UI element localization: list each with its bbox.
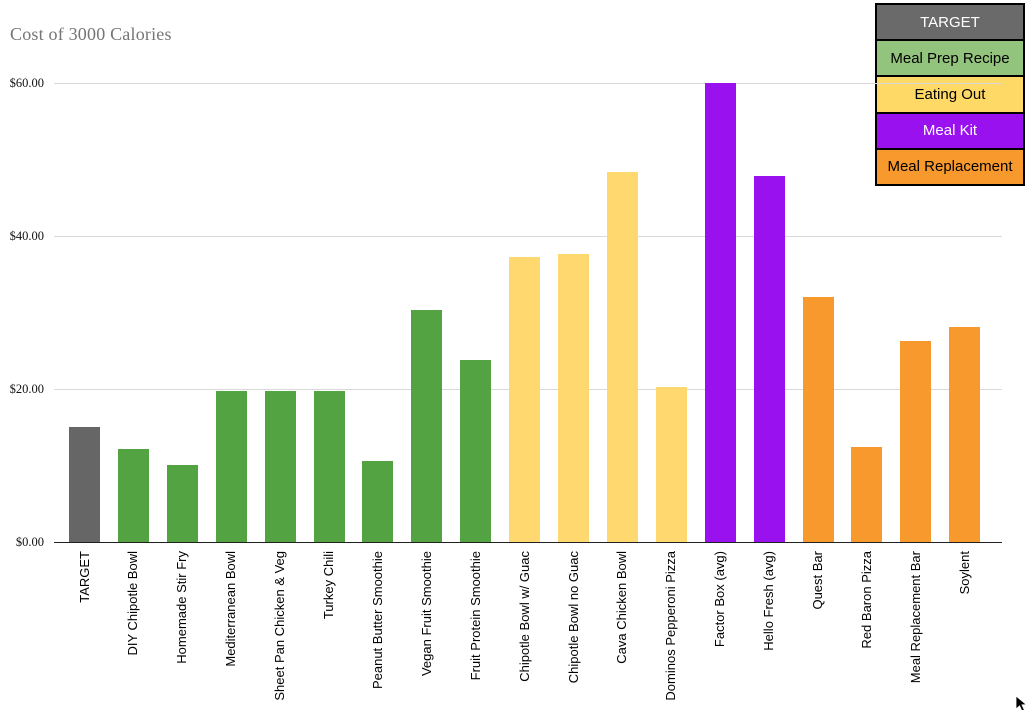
bar-homemade-stir-fry	[167, 465, 198, 542]
bar-meal-replacement-bar	[900, 341, 931, 542]
bar-peanut-butter-smoothie	[362, 461, 393, 542]
gridline-60	[54, 83, 1002, 84]
bar-mediterranean-bowl	[216, 391, 247, 542]
x-axis-line	[54, 542, 1002, 543]
x-tick-label-peanut-butter-smoothie: Peanut Butter Smoothie	[370, 551, 385, 690]
mouse-cursor-icon	[1015, 696, 1027, 710]
x-tick-label-target: TARGET	[77, 551, 92, 603]
legend: TARGET Meal Prep Recipe Eating Out Meal Kit…	[875, 3, 1025, 186]
x-tick-label-fruit-protein-smoothie: Fruit Protein Smoothie	[468, 551, 483, 681]
bar-chipotle-bowl-w-guac	[509, 257, 540, 542]
legend-item-meal-kit: Meal Kit	[877, 113, 1023, 150]
x-tick-label-homemade-stir-fry: Homemade Stir Fry	[174, 551, 189, 664]
x-tick-label-meal-replacement-bar: Meal Replacement Bar	[908, 551, 923, 684]
x-tick-label-vegan-fruit-smoothie: Vegan Fruit Smoothie	[419, 551, 434, 677]
x-tick-label-cava-chicken-bowl: Cava Chicken Bowl	[614, 551, 629, 664]
bar-quest-bar	[803, 297, 834, 542]
x-tick-label-factor-box-avg: Factor Box (avg)	[712, 551, 727, 648]
bar-soylent	[949, 327, 980, 542]
x-tick-label-quest-bar: Quest Bar	[810, 551, 825, 610]
bar-fruit-protein-smoothie	[460, 360, 491, 542]
y-tick-label-60: $60.00	[9, 76, 44, 90]
x-tick-label-mediterranean-bowl: Mediterranean Bowl	[223, 551, 238, 667]
chart-title: Cost of 3000 Calories	[10, 24, 172, 44]
y-tick-label-0: $0.00	[15, 535, 44, 549]
legend-item-meal-prep-recipe: Meal Prep Recipe	[877, 41, 1023, 78]
gridline-40	[54, 236, 1002, 237]
x-tick-label-chipotle-bowl-no-guac: Chipotle Bowl no Guac	[566, 551, 581, 684]
x-tick-label-dominos-pepperoni-pizza: Dominos Pepperoni Pizza	[663, 551, 678, 701]
bar-target	[69, 427, 100, 542]
y-tick-label-20: $20.00	[9, 382, 44, 396]
bar-hello-fresh-avg	[754, 176, 785, 542]
bar-red-baron-pizza	[851, 447, 882, 542]
x-tick-label-chipotle-bowl-w-guac: Chipotle Bowl w/ Guac	[517, 551, 532, 682]
x-tick-label-diy-chipotle-bowl: DIY Chipotle Bowl	[125, 551, 140, 656]
x-tick-label-sheet-pan-chicken-veg: Sheet Pan Chicken & Veg	[272, 551, 287, 701]
bar-vegan-fruit-smoothie	[411, 310, 442, 542]
bar-turkey-chili	[314, 391, 345, 542]
bar-factor-box-avg	[705, 83, 736, 542]
bar-cava-chicken-bowl	[607, 172, 638, 542]
bar-sheet-pan-chicken-veg	[265, 391, 296, 542]
legend-item-target: TARGET	[877, 5, 1023, 42]
legend-item-meal-replacement: Meal Replacement	[877, 149, 1023, 184]
x-tick-label-red-baron-pizza: Red Baron Pizza	[859, 551, 874, 649]
bar-chipotle-bowl-no-guac	[558, 254, 589, 542]
x-tick-label-hello-fresh-avg: Hello Fresh (avg)	[761, 551, 776, 651]
bar-diy-chipotle-bowl	[118, 449, 149, 542]
y-tick-label-40: $40.00	[9, 229, 44, 243]
bar-dominos-pepperoni-pizza	[656, 387, 687, 542]
x-tick-label-turkey-chili: Turkey Chili	[321, 551, 336, 620]
x-tick-label-soylent: Soylent	[957, 551, 972, 595]
